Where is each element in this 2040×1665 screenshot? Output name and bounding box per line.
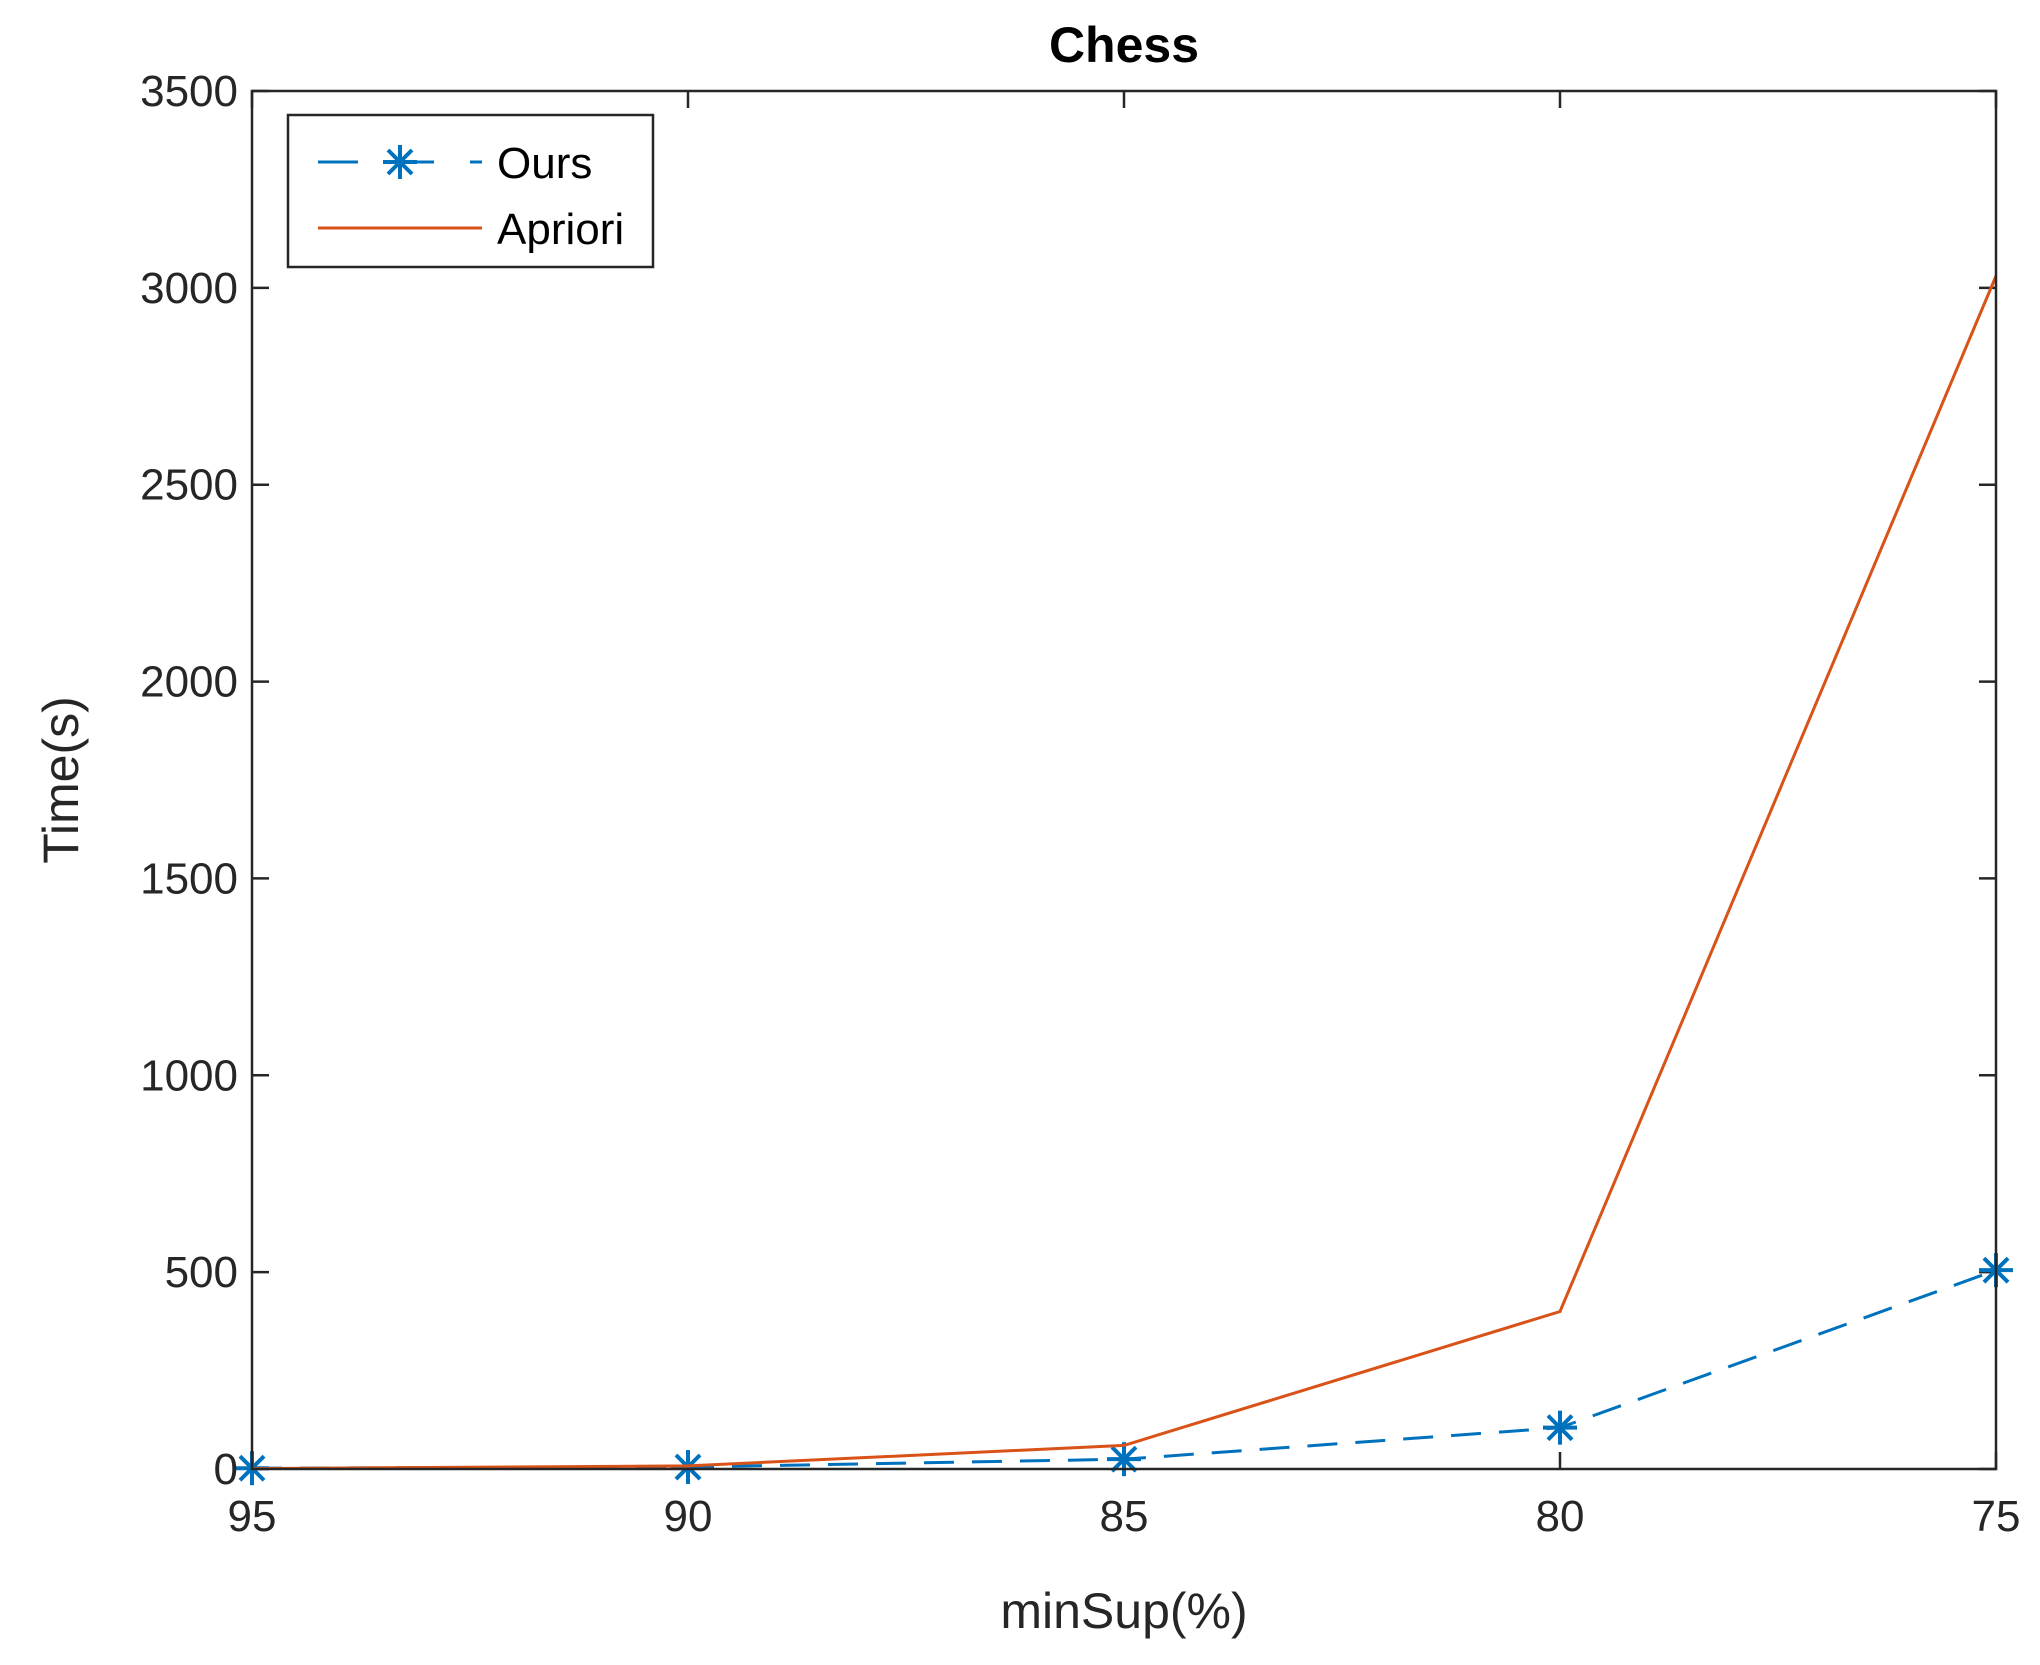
chart-title: Chess xyxy=(1049,17,1199,73)
legend: Ours Apriori xyxy=(286,113,655,269)
y-tick-label: 3500 xyxy=(140,67,238,116)
x-tick-label: 80 xyxy=(1536,1492,1585,1541)
x-tick-labels: 95 90 85 80 75 xyxy=(228,1492,2021,1541)
y-tick-labels: 0 500 1000 1500 2000 2500 3000 3500 xyxy=(140,67,238,1494)
plot-frame xyxy=(250,89,1998,1471)
y-tick-label: 3000 xyxy=(140,264,238,313)
legend-label-ours: Ours xyxy=(497,139,592,188)
series-line-apriori xyxy=(251,275,1998,1471)
legend-label-apriori: Apriori xyxy=(497,205,624,254)
y-tick-label: 2000 xyxy=(140,658,238,707)
data-point-ours xyxy=(1107,1442,1141,1477)
y-axis-label: Time(s) xyxy=(33,696,89,864)
x-tick-label: 90 xyxy=(664,1492,713,1541)
y-tick-label: 1000 xyxy=(140,1051,238,1100)
y-tick-label: 500 xyxy=(165,1248,238,1297)
y-tick-label: 2500 xyxy=(140,461,238,510)
x-tick-label: 75 xyxy=(1972,1492,2021,1541)
data-point-ours xyxy=(1543,1410,1577,1445)
plot-area xyxy=(252,91,1996,1469)
y-tick-label: 0 xyxy=(214,1445,238,1494)
series-layer xyxy=(235,275,2013,1486)
x-tick-label: 85 xyxy=(1100,1492,1149,1541)
legend-box xyxy=(286,113,655,269)
y-tick-label: 1500 xyxy=(140,854,238,903)
x-tick-label: 95 xyxy=(228,1492,277,1541)
legend-marker-ours xyxy=(383,145,417,179)
x-axis-label: minSup(%) xyxy=(1000,1583,1247,1639)
